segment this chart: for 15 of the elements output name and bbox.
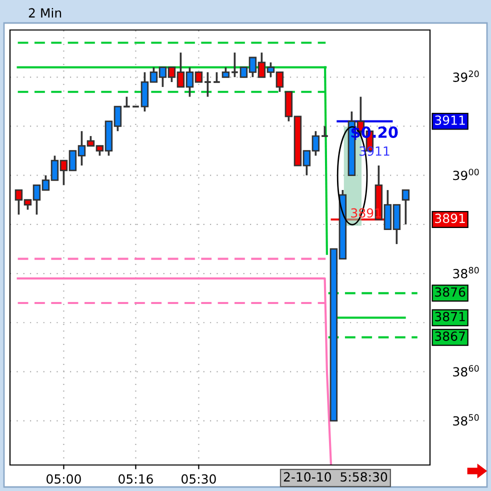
annotation: 3891 <box>435 214 465 224</box>
annotation: 3911 <box>435 115 465 125</box>
y-tick-label: 39$^{20}$ <box>453 70 479 82</box>
annotation: 3867 <box>435 332 465 341</box>
y-tick-label: 38$^{50}$ <box>453 414 479 426</box>
y-tick-label: 38$^{60}$ <box>453 365 479 377</box>
y-tick-label: 38$^{80}$ <box>453 266 479 278</box>
y-tick-label: 39$^{00}$ <box>453 168 479 180</box>
x-tick-label: 05:16 <box>118 474 153 484</box>
annotation: 3871 <box>435 312 465 322</box>
text: 2-10-10 5:58:30 <box>284 472 388 482</box>
x-tick-label: 05:00 <box>46 474 81 484</box>
x-tick-label: 05:30 <box>182 474 216 484</box>
chart-title: 2 Min <box>28 8 62 18</box>
annotation: 3876 <box>435 287 466 297</box>
